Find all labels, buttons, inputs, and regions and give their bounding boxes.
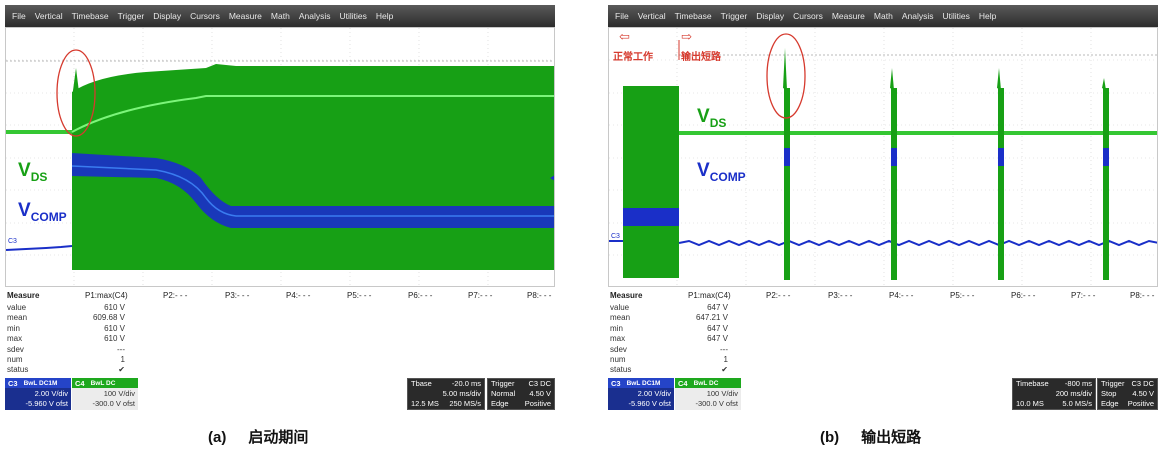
menu-analysis[interactable]: Analysis bbox=[298, 11, 331, 21]
vcomp-band bbox=[72, 153, 554, 228]
vds-baseline bbox=[6, 130, 72, 134]
menu-cursors[interactable]: Cursors bbox=[793, 11, 823, 21]
burst-1 bbox=[784, 88, 790, 280]
menu-measure[interactable]: Measure bbox=[831, 11, 865, 21]
measure-header: Measure P1:max(C4) P2:- - - P3:- - - P4:… bbox=[5, 291, 555, 303]
measure-p2[interactable]: P2:- - - bbox=[766, 291, 791, 300]
measure-p7[interactable]: P7:- - - bbox=[1071, 291, 1096, 300]
menu-analysis[interactable]: Analysis bbox=[901, 11, 934, 21]
caption-a: (a) 启动期间 bbox=[208, 429, 309, 446]
channel-marker-c3: C3 bbox=[611, 233, 620, 240]
burst-3 bbox=[998, 88, 1004, 280]
menu-help[interactable]: Help bbox=[978, 11, 997, 21]
channel-c3-descriptor[interactable]: C3 BwL DC1M 2.00 V/div -5.960 V ofst bbox=[5, 378, 71, 410]
waveform-screen[interactable]: ⇦ ⇨ 正常工作 输出短路 VDS VCOMP C3 bbox=[608, 27, 1158, 287]
vcomp-baseline bbox=[6, 245, 73, 251]
short-circuit-annotation: 输出短路 bbox=[681, 52, 721, 63]
channel-c3-descriptor[interactable]: C3 BwL DC1M 2.00 V/div -5.960 V ofst bbox=[608, 378, 674, 410]
menu-bar: File Vertical Timebase Trigger Display C… bbox=[5, 5, 555, 27]
menu-help[interactable]: Help bbox=[375, 11, 394, 21]
measure-p8[interactable]: P8:- - - bbox=[527, 291, 552, 300]
waveform-screen[interactable]: VDS VCOMP C3 bbox=[5, 27, 555, 287]
measure-header: Measure P1:max(C4) P2:- - - P3:- - - P4:… bbox=[608, 291, 1158, 303]
retry-bursts bbox=[783, 48, 1109, 280]
right-arrow-icon: ⇨ bbox=[681, 30, 692, 45]
measure-p6[interactable]: P6:- - - bbox=[408, 291, 433, 300]
measure-p1[interactable]: P1:max(C4) bbox=[688, 291, 731, 300]
menu-display[interactable]: Display bbox=[153, 11, 182, 21]
measure-p1-values: 647 V 647.21 V 647 V 647 V --- 1 ✔ bbox=[695, 303, 728, 375]
menu-cursors[interactable]: Cursors bbox=[190, 11, 220, 21]
measure-p3[interactable]: P3:- - - bbox=[828, 291, 853, 300]
trigger-descriptor[interactable]: Trigger C3 DC Stop 4.50 V Edge Positive bbox=[1097, 378, 1158, 410]
burst-highlight-ellipse bbox=[766, 33, 806, 119]
burst-1-vcomp bbox=[784, 148, 790, 166]
measure-p7[interactable]: P7:- - - bbox=[468, 291, 493, 300]
vds-label: VDS bbox=[18, 160, 48, 184]
scope-panel-a: File Vertical Timebase Trigger Display C… bbox=[5, 5, 555, 410]
vds-normal-block bbox=[623, 86, 679, 278]
vcomp-label: VCOMP bbox=[697, 160, 746, 184]
measure-p3[interactable]: P3:- - - bbox=[225, 291, 250, 300]
vds-startup-spike bbox=[72, 68, 80, 100]
waveform-display-b bbox=[609, 28, 1157, 286]
normal-operation-annotation: 正常工作 bbox=[613, 52, 653, 63]
measure-p2[interactable]: P2:- - - bbox=[163, 291, 188, 300]
spike-highlight-ellipse bbox=[56, 49, 96, 137]
measure-p4[interactable]: P4:- - - bbox=[889, 291, 914, 300]
vds-mean-trace bbox=[71, 95, 554, 133]
measure-title: Measure bbox=[7, 291, 40, 300]
menu-trigger[interactable]: Trigger bbox=[117, 11, 145, 21]
measure-row-labels: value mean min max sdev num status bbox=[610, 303, 632, 375]
vcomp-noise bbox=[678, 239, 1157, 247]
menu-file[interactable]: File bbox=[12, 11, 26, 21]
trigger-level-marker bbox=[550, 175, 554, 181]
scope-panel-b: File Vertical Timebase Trigger Display C… bbox=[608, 5, 1158, 410]
measure-p8[interactable]: P8:- - - bbox=[1130, 291, 1155, 300]
caption-b: (b) 输出短路 bbox=[820, 429, 922, 446]
vcomp-normal-band bbox=[623, 208, 679, 226]
menu-math[interactable]: Math bbox=[873, 11, 893, 21]
measure-p5[interactable]: P5:- - - bbox=[347, 291, 372, 300]
measure-row-labels: value mean min max sdev num status bbox=[7, 303, 29, 375]
waveform-display-a bbox=[6, 28, 554, 286]
timebase-descriptor[interactable]: Tbase -20.0 ms 5.00 ms/div 12.5 MS 250 MS/… bbox=[407, 378, 485, 410]
vcomp-label: VCOMP bbox=[18, 200, 67, 224]
burst-4 bbox=[1103, 88, 1109, 280]
menu-file[interactable]: File bbox=[615, 11, 629, 21]
channel-c4-descriptor[interactable]: C4 BwL DC 100 V/div -300.0 V ofst bbox=[72, 378, 138, 410]
menu-math[interactable]: Math bbox=[270, 11, 290, 21]
burst-2 bbox=[891, 88, 897, 280]
measure-p1-values: 610 V 609.68 V 610 V 610 V --- 1 ✔ bbox=[92, 303, 125, 375]
measure-title: Measure bbox=[610, 291, 643, 300]
left-arrow-icon: ⇦ bbox=[619, 30, 630, 45]
vcomp-mean-trace bbox=[71, 165, 554, 217]
menu-trigger[interactable]: Trigger bbox=[720, 11, 748, 21]
timebase-descriptor[interactable]: Timebase -800 ms 200 ms/div 10.0 MS 5.0 MS… bbox=[1012, 378, 1096, 410]
channel-marker-c3: C3 bbox=[8, 238, 17, 245]
menu-utilities[interactable]: Utilities bbox=[339, 11, 367, 21]
measure-p4[interactable]: P4:- - - bbox=[286, 291, 311, 300]
menu-timebase[interactable]: Timebase bbox=[674, 11, 712, 21]
menu-timebase[interactable]: Timebase bbox=[71, 11, 109, 21]
menu-utilities[interactable]: Utilities bbox=[942, 11, 970, 21]
grid bbox=[609, 28, 1157, 286]
menu-measure[interactable]: Measure bbox=[228, 11, 262, 21]
measure-p1[interactable]: P1:max(C4) bbox=[85, 291, 128, 300]
menu-display[interactable]: Display bbox=[756, 11, 785, 21]
menu-bar: File Vertical Timebase Trigger Display C… bbox=[608, 5, 1158, 27]
measure-p6[interactable]: P6:- - - bbox=[1011, 291, 1036, 300]
menu-vertical[interactable]: Vertical bbox=[637, 11, 666, 21]
vds-label: VDS bbox=[697, 106, 727, 130]
vds-flat-line bbox=[679, 131, 1157, 135]
trigger-descriptor[interactable]: Trigger C3 DC Normal 4.50 V Edge Positive bbox=[487, 378, 555, 410]
measure-p5[interactable]: P5:- - - bbox=[950, 291, 975, 300]
menu-vertical[interactable]: Vertical bbox=[34, 11, 63, 21]
channel-c4-descriptor[interactable]: C4 BwL DC 100 V/div -300.0 V ofst bbox=[675, 378, 741, 410]
